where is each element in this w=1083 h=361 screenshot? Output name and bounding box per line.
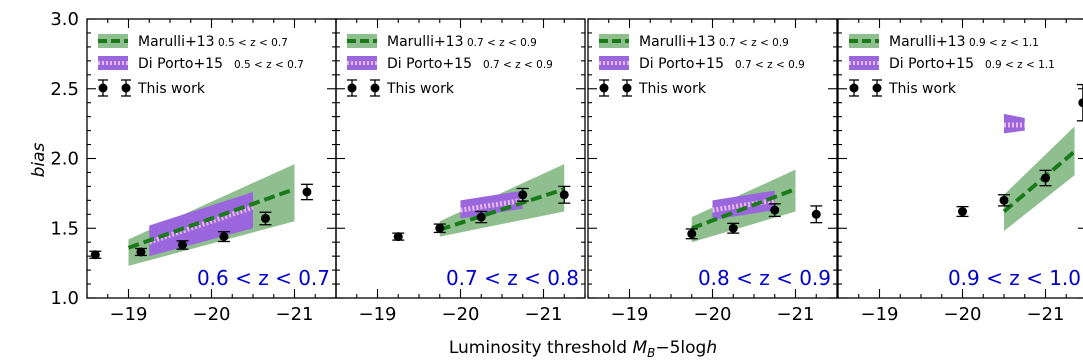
x-tick-label: −21: [525, 304, 563, 325]
legend-thiswork-label: This work: [888, 81, 957, 97]
y-axis-label: bias: [29, 142, 49, 177]
legend-thiswork-label: This work: [137, 81, 206, 97]
redshift-label: 0.7 < z < 0.8: [446, 266, 579, 290]
legend-point: [872, 83, 882, 93]
legend: Marulli+13 0.7 < z < 0.9Di Porto+15 0.7 < …: [599, 34, 805, 97]
legend-diporto-label: Di Porto+15: [889, 56, 974, 72]
data-point: [728, 223, 738, 233]
data-point: [177, 240, 187, 250]
legend-point: [849, 83, 859, 93]
legend-marulli-label: Marulli+13: [889, 34, 966, 50]
legend: Marulli+13 0.5 < z < 0.7Di Porto+15 0.5 < …: [98, 34, 304, 97]
x-tick-label: −21: [1027, 304, 1065, 325]
data-point: [1078, 98, 1083, 108]
legend-marulli-label: Marulli+13: [387, 34, 464, 50]
x-tick-label: −19: [359, 304, 397, 325]
legend-diporto-swatch: [98, 56, 128, 70]
legend-point: [121, 83, 131, 93]
y-tick-label: 3.0: [50, 9, 79, 30]
legend-marulli-range: 0.7 < z < 0.9: [467, 37, 537, 49]
diporto-line: [712, 197, 776, 213]
y-tick-label: 2.0: [50, 149, 79, 170]
x-tick-label: −20: [193, 304, 231, 325]
legend-point: [599, 83, 609, 93]
legend-point: [347, 83, 357, 93]
marulli-line: [691, 187, 797, 231]
legend-diporto-label: Di Porto+15: [138, 56, 223, 72]
legend-thiswork-label: This work: [386, 81, 455, 97]
legend-point: [370, 83, 380, 93]
data-point: [518, 190, 528, 200]
data-point: [219, 232, 229, 242]
data-point: [1041, 173, 1050, 183]
legend-diporto-swatch: [599, 56, 629, 70]
redshift-label: 0.6 < z < 0.7: [197, 266, 330, 290]
legend-marulli-range: 0.5 < z < 0.7: [218, 37, 288, 49]
marulli-line: [127, 187, 296, 250]
data-point: [770, 205, 780, 215]
x-axis-label: Luminosity threshold MB−5logh: [449, 338, 717, 360]
redshift-label: 0.9 < z < 1.0: [948, 266, 1081, 290]
legend-diporto-swatch: [849, 56, 879, 70]
x-tick-label: −21: [276, 304, 314, 325]
x-tick-label: −19: [611, 304, 649, 325]
data-point: [999, 195, 1009, 205]
y-tick-label: 1.0: [50, 288, 79, 309]
data-point: [958, 207, 967, 217]
legend-diporto-range: 0.9 < z < 1.1: [985, 59, 1055, 71]
legend-diporto-label: Di Porto+15: [639, 56, 724, 72]
x-tick-label: −19: [861, 304, 899, 325]
legend-diporto-swatch: [347, 56, 377, 70]
data-point: [393, 232, 403, 242]
data-point: [302, 187, 312, 197]
diporto-band: [1004, 113, 1025, 134]
redshift-label: 0.8 < z < 0.9: [698, 266, 831, 290]
x-tick-label: −20: [944, 304, 982, 325]
legend-marulli-range: 0.7 < z < 0.9: [719, 37, 789, 49]
data-point: [476, 212, 486, 222]
data-point: [811, 209, 821, 219]
data-point: [136, 247, 146, 257]
data-point: [435, 223, 445, 233]
legend-point: [98, 83, 108, 93]
legend-marulli-range: 0.9 < z < 1.1: [969, 37, 1039, 49]
legend-diporto-label: Di Porto+15: [387, 56, 472, 72]
x-tick-label: −20: [442, 304, 480, 325]
legend: Marulli+13 0.7 < z < 0.9Di Porto+15 0.7 < …: [347, 34, 553, 97]
legend-diporto-range: 0.7 < z < 0.9: [735, 59, 805, 71]
legend-point: [622, 83, 632, 93]
data-point: [90, 250, 100, 260]
legend-marulli-label: Marulli+13: [639, 34, 716, 50]
marulli-band: [1004, 126, 1075, 232]
legend-thiswork-label: This work: [638, 81, 707, 97]
legend-diporto-range: 0.7 < z < 0.9: [483, 59, 553, 71]
x-tick-label: −21: [777, 304, 815, 325]
legend: Marulli+13 0.9 < z < 1.1Di Porto+15 0.9 < …: [849, 34, 1055, 97]
data-point: [559, 190, 569, 200]
diporto-band: [149, 191, 253, 257]
x-tick-label: −20: [694, 304, 732, 325]
y-tick-label: 1.5: [50, 218, 79, 239]
x-tick-label: −19: [110, 304, 148, 325]
marulli-line: [439, 187, 565, 232]
y-tick-label: 2.5: [50, 79, 79, 100]
diporto-line: [460, 197, 524, 213]
legend-marulli-label: Marulli+13: [138, 34, 215, 50]
data-point: [687, 229, 697, 239]
legend-diporto-range: 0.5 < z < 0.7: [234, 59, 304, 71]
data-point: [260, 213, 270, 223]
